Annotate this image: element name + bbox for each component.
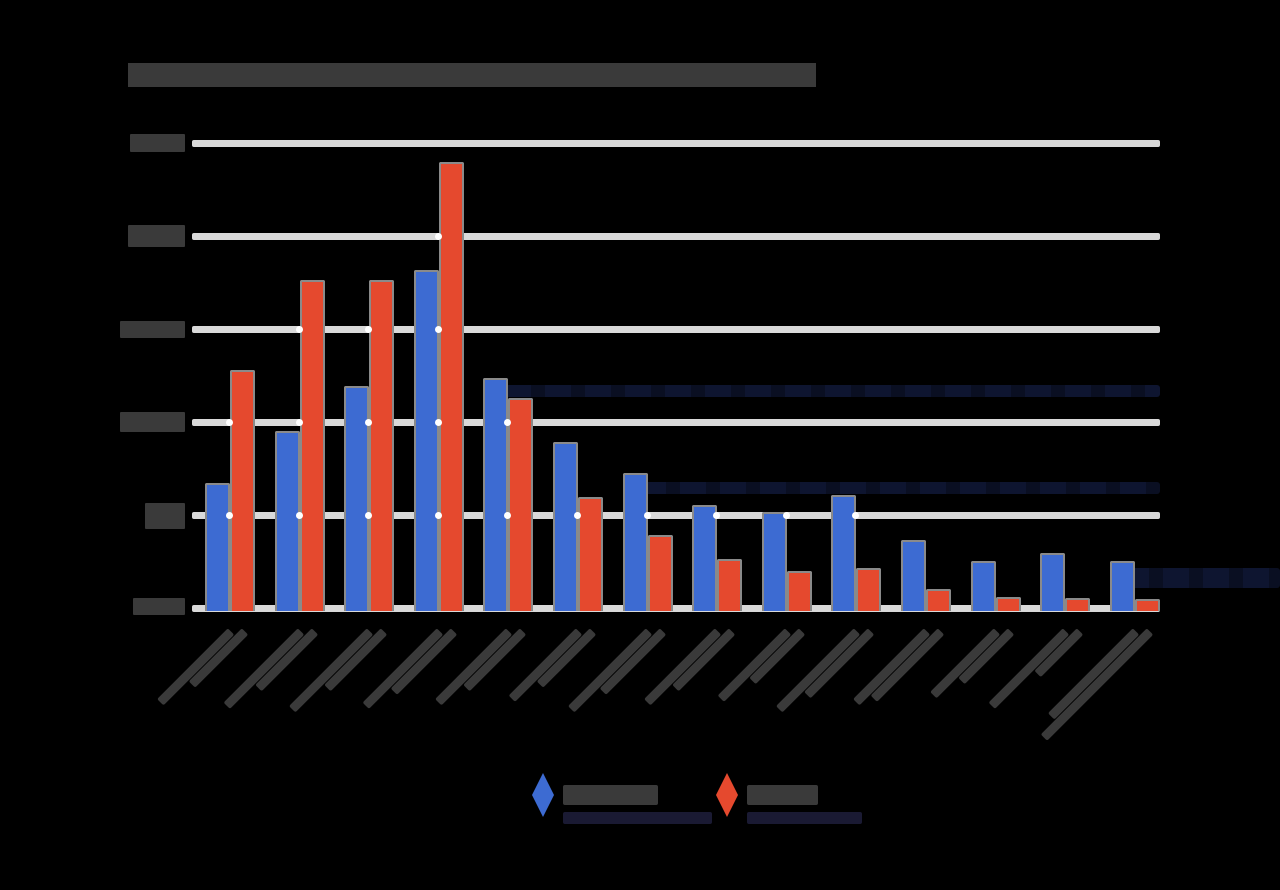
gridline-dot	[365, 419, 372, 426]
gridline-dot	[226, 419, 233, 426]
bar-blue-series	[1110, 561, 1135, 611]
bar-blue-series	[831, 495, 856, 611]
x-tick-label-redacted	[157, 628, 235, 706]
bar-blue-series	[901, 540, 926, 611]
chart-title-redacted	[128, 63, 816, 87]
gridline-dot	[365, 326, 372, 333]
y-tick-label-redacted	[120, 412, 185, 432]
bar-red-series	[508, 398, 533, 611]
bar-blue-series	[971, 561, 996, 611]
bar-blue-series	[414, 270, 439, 611]
gridline-dot	[644, 512, 651, 519]
y-tick-label-redacted	[120, 320, 185, 338]
gridline-dot	[504, 419, 511, 426]
gridline-dot	[365, 512, 372, 519]
x-tick-label-redacted	[930, 628, 1001, 699]
gridline-dot	[435, 512, 442, 519]
bar-red-series	[717, 559, 742, 611]
bar-red-series	[996, 597, 1021, 611]
gridline	[192, 139, 1160, 147]
bar-red-series	[230, 370, 255, 611]
bar-red-series	[578, 497, 603, 611]
annotation-redacted	[1123, 568, 1280, 588]
gridline	[192, 232, 1160, 240]
bar-blue-series	[762, 512, 787, 611]
gridline-dot	[296, 512, 303, 519]
y-tick-label-redacted	[145, 503, 185, 529]
bar-red-series	[1065, 598, 1090, 611]
gridline-dot	[435, 326, 442, 333]
gridline	[192, 325, 1160, 333]
gridline	[192, 604, 1160, 612]
gridline-dot	[783, 512, 790, 519]
legend-label-redacted	[563, 785, 658, 805]
legend-marker-diamond	[716, 773, 738, 817]
bar-red-series	[856, 568, 881, 611]
bar-blue-series	[344, 386, 369, 611]
y-tick-label-redacted	[133, 597, 185, 615]
bar-red-series	[300, 280, 325, 611]
gridline-dot	[296, 419, 303, 426]
bar-red-series	[648, 535, 673, 611]
bar-blue-series	[692, 505, 717, 611]
bar-blue-series	[483, 378, 508, 611]
y-tick-label-redacted	[128, 225, 185, 247]
bar-red-series	[439, 162, 464, 611]
gridline-dot	[296, 326, 303, 333]
gridline-dot	[435, 419, 442, 426]
bar-blue-series	[553, 442, 578, 611]
legend-marker-diamond	[532, 773, 554, 817]
x-tick-label-redacted	[599, 628, 667, 695]
bar-blue-series	[623, 473, 648, 611]
gridline-dot	[574, 512, 581, 519]
bar-red-series	[926, 589, 951, 611]
annotation-redacted	[505, 385, 1160, 397]
gridline	[192, 418, 1160, 426]
bar-red-series	[787, 571, 812, 611]
annotation-redacted	[640, 482, 1160, 494]
gridline-dot	[435, 233, 442, 240]
legend-label-redacted	[747, 785, 818, 805]
gridline-dot	[226, 512, 233, 519]
bar-blue-series	[275, 431, 300, 611]
bar-red-series	[1135, 599, 1160, 611]
gridline	[192, 511, 1160, 519]
y-tick-label-redacted	[130, 134, 185, 152]
gridline-dot	[852, 512, 859, 519]
x-tick-label-redacted	[390, 628, 458, 695]
gridline-dot	[504, 512, 511, 519]
gridline-dot	[713, 512, 720, 519]
bar-blue-series	[1040, 553, 1065, 611]
bar-blue-series	[205, 483, 230, 611]
bar-red-series	[369, 280, 394, 611]
legend-subtext-redacted	[563, 812, 712, 824]
legend-subtext-redacted	[747, 812, 862, 824]
